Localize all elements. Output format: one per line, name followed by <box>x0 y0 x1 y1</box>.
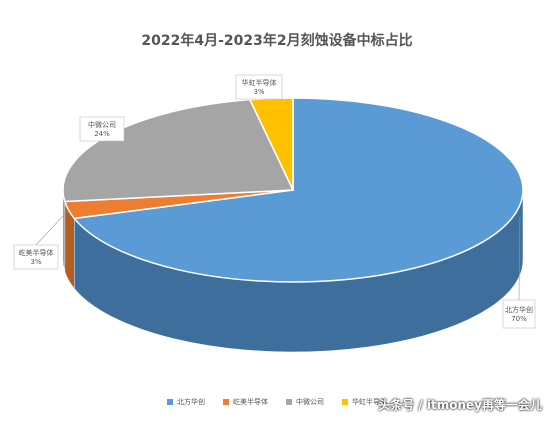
chart-title: 2022年4月-2023年2月刻蚀设备中标占比 <box>141 33 413 49</box>
callout-leader-1 <box>35 209 69 246</box>
callout-box-2 <box>79 116 125 142</box>
legend-label-3: 华虹半导体 <box>352 398 387 406</box>
legend-item-1: 屹美半导体 <box>223 397 268 407</box>
pie-slice-0 <box>72 97 524 283</box>
slice-label-value-3: 3% <box>253 88 264 96</box>
legend-swatch-1 <box>223 399 229 405</box>
legend-label-1: 屹美半导体 <box>233 398 268 406</box>
slice-label-value-0: 70% <box>511 315 527 323</box>
slice-label-name-3: 华虹半导体 <box>242 78 277 87</box>
legend-item-2: 中微公司 <box>286 397 324 407</box>
legend-swatch-0 <box>167 399 173 405</box>
slice-label-value-1: 3% <box>30 258 41 266</box>
watermark-text: 头条号 / itmoney再等一会儿 <box>378 398 542 412</box>
legend-label-2: 中微公司 <box>296 398 324 406</box>
legend-item-3: 华虹半导体 <box>342 397 387 407</box>
legend-item-0: 北方华创 <box>167 397 205 407</box>
callout-box-1 <box>13 244 59 270</box>
legend-swatch-2 <box>286 399 292 405</box>
slice-label-name-0: 北方华创 <box>505 305 533 314</box>
legend-label-0: 北方华创 <box>177 398 205 406</box>
callout-box-3 <box>235 74 283 100</box>
slice-label-name-1: 屹美半导体 <box>19 248 54 257</box>
chart-legend: 北方华创 屹美半导体 中微公司 华虹半导体 <box>0 397 554 407</box>
callout-leader-0 <box>518 217 521 301</box>
slice-label-value-2: 24% <box>94 130 110 138</box>
callout-box-0 <box>502 299 536 329</box>
legend-swatch-3 <box>342 399 348 405</box>
slice-label-name-2: 中微公司 <box>88 120 116 129</box>
